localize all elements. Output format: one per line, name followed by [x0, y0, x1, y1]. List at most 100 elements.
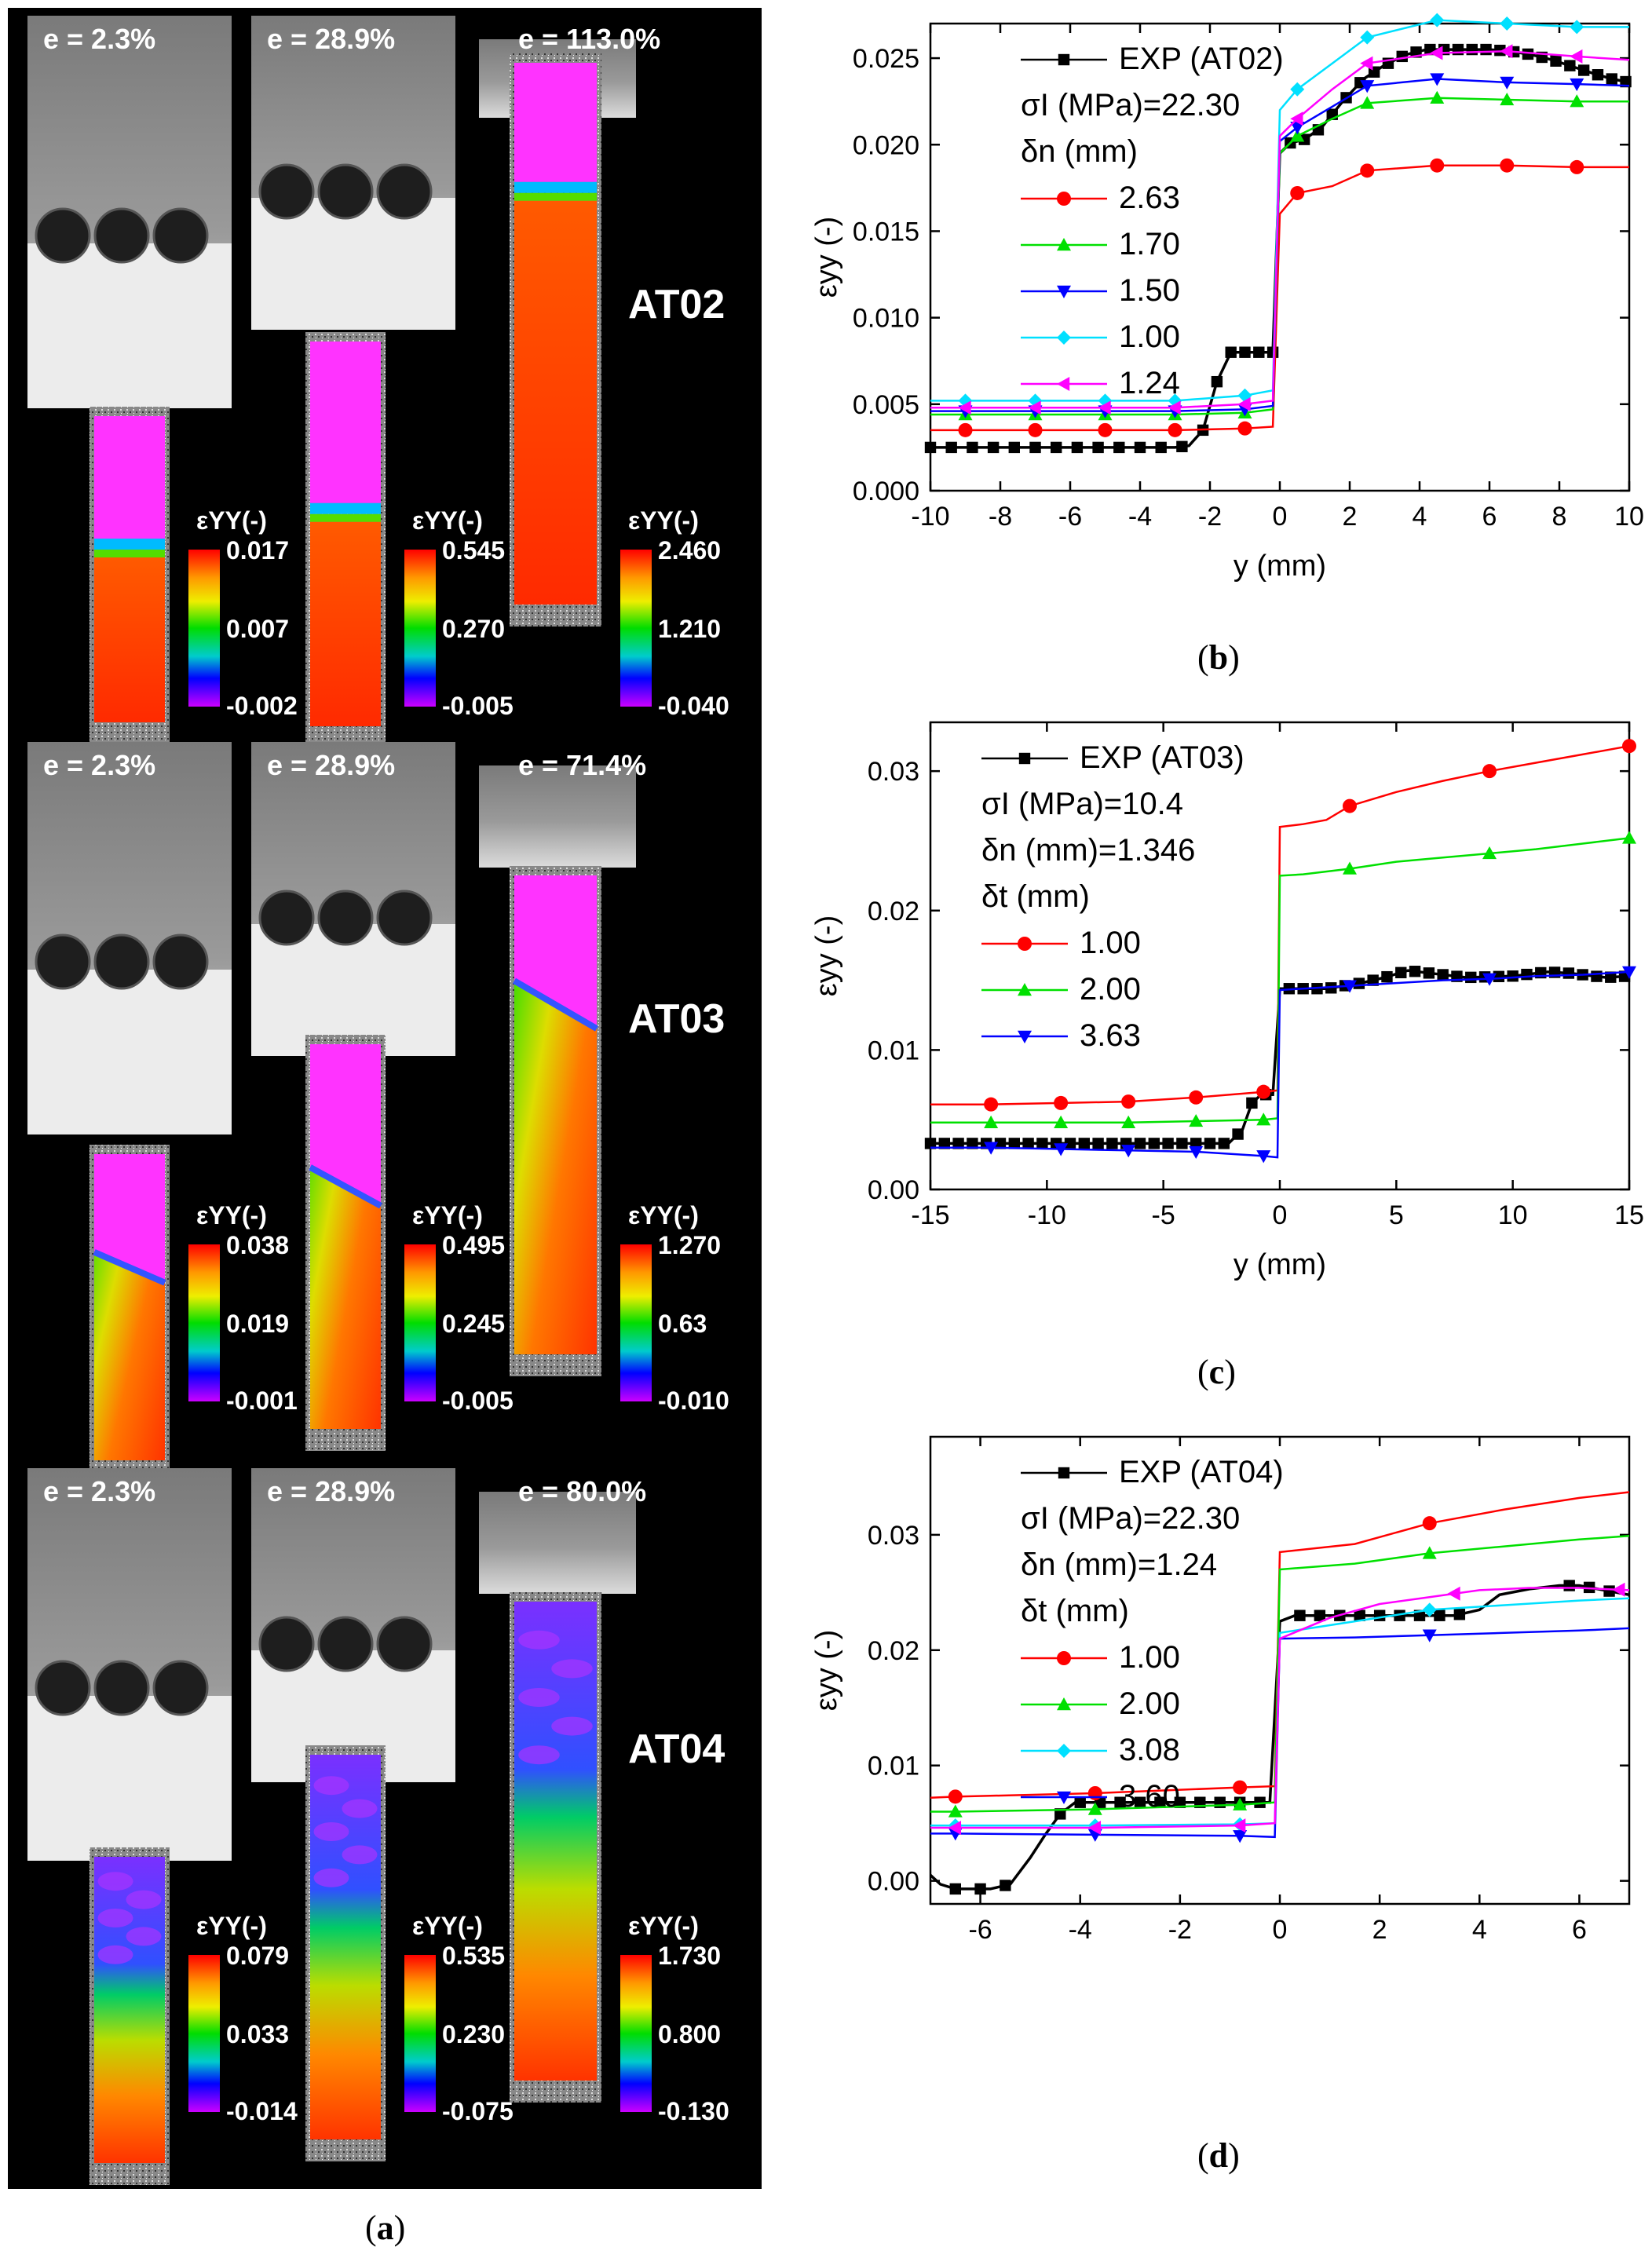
legend-marker: [1057, 1697, 1071, 1711]
data-point: [1394, 1609, 1405, 1621]
legend-marker: [1018, 937, 1032, 951]
y-tick-label: 0.02: [868, 1636, 919, 1666]
camera-light-area: [251, 198, 455, 330]
data-point: [1098, 400, 1111, 415]
colorbar-max-label: 0.535: [442, 1942, 505, 1970]
strain-low-zone: [310, 521, 381, 726]
data-point: [1434, 1609, 1446, 1621]
data-point: [1233, 1818, 1246, 1833]
y-axis-label: εyy (-): [810, 1630, 843, 1711]
colorbar-title: εYY(-): [196, 1912, 267, 1940]
data-point: [1360, 163, 1375, 178]
y-tick-label: 0.015: [853, 217, 919, 247]
dic-cell: e = 71.4% εYY(-)1.270 0.63 -0.010: [479, 749, 729, 1415]
strain-transition: [94, 550, 165, 557]
data-point: [1204, 1138, 1216, 1149]
data-point: [1246, 1097, 1258, 1109]
strain-high-zone: [94, 416, 165, 539]
data-point: [1114, 1796, 1126, 1808]
data-point: [974, 1883, 986, 1895]
data-point: [1036, 1138, 1048, 1149]
camera-light-area: [27, 243, 232, 408]
data-point: [1054, 1143, 1069, 1156]
data-point: [1087, 1785, 1102, 1800]
data-point: [1494, 44, 1506, 57]
data-point: [1233, 1830, 1248, 1843]
data-point: [1620, 75, 1632, 88]
colorbar-title: εYY(-): [196, 506, 267, 535]
grip-bolt: [152, 934, 209, 990]
strain-blotch: [126, 1890, 162, 1909]
data-point: [1570, 49, 1583, 64]
legend: EXP (AT04) σI (MPa)=22.30 δn (mm)=1.24 δt (…: [1021, 1455, 1284, 1814]
strain-high-zone: [94, 1154, 165, 1283]
data-point: [1622, 831, 1636, 844]
colorbar-max-label: 0.017: [226, 536, 289, 564]
data-point: [1453, 1609, 1466, 1620]
series-line: [930, 1597, 1630, 1827]
data-point: [1008, 1138, 1020, 1149]
strain-map: [514, 1602, 597, 2081]
data-point: [1022, 1138, 1034, 1149]
legend-marker: [1057, 331, 1071, 345]
data-point: [1237, 421, 1252, 436]
colorbar-mid-label: 0.63: [658, 1310, 707, 1338]
strain-high-zone: [310, 1044, 381, 1206]
data-point: [1422, 1602, 1437, 1617]
colorbar: [620, 1244, 652, 1401]
grip-bolt: [376, 163, 433, 220]
series-2-00: [930, 1535, 1630, 1818]
y-tick-label: 0.025: [853, 44, 919, 74]
grip-bolt: [35, 934, 91, 990]
shear-band: [512, 977, 599, 1032]
y-tick-label: 0.005: [853, 390, 919, 420]
series-1-00: [930, 13, 1629, 408]
strain-blotch: [313, 1776, 349, 1796]
series-line: [930, 837, 1630, 1124]
data-point: [952, 1138, 964, 1149]
strain-level-label: e = 28.9%: [267, 1475, 395, 1507]
data-point: [1074, 1796, 1086, 1808]
grip-bolt: [376, 1616, 433, 1672]
legend-marker: [1018, 1030, 1032, 1043]
strain-blotch: [518, 1688, 560, 1707]
series-line: [930, 1491, 1630, 1799]
camera-light-area: [251, 924, 455, 1056]
data-point: [1500, 44, 1513, 59]
series-1-00: [930, 739, 1636, 1112]
dic-cell: e = 80.0% εYY(-)1.730 0.800 -0.130: [479, 1475, 729, 2125]
colorbar-max-label: 0.038: [226, 1231, 289, 1259]
data-point: [1564, 60, 1576, 71]
data-point: [1430, 90, 1445, 104]
data-point: [1162, 1138, 1174, 1149]
legend-marker: [1057, 1791, 1071, 1804]
legend-label: 1.70: [1119, 227, 1180, 261]
data-point: [1028, 400, 1041, 415]
data-point: [1562, 967, 1575, 979]
colorbar-mid-label: 1.210: [658, 615, 721, 643]
grip-bolt: [317, 1616, 374, 1672]
legend-label: EXP (AT03): [1080, 740, 1244, 775]
legend-header: σI (MPa)=10.4: [981, 787, 1183, 821]
data-point: [1409, 966, 1421, 977]
x-tick-label: -10: [911, 502, 949, 532]
data-point: [1430, 158, 1445, 173]
series-line: [930, 970, 1630, 1159]
legend-label: EXP (AT02): [1119, 42, 1284, 76]
strain-transition: [310, 513, 381, 522]
colorbar-min-label: -0.010: [658, 1387, 729, 1415]
dic-cell: e = 28.9% εYY(-)0.535 0.230 -0.075: [251, 1468, 514, 2161]
x-tick-label: -15: [911, 1200, 949, 1230]
data-point: [1064, 1138, 1076, 1149]
data-point: [1500, 92, 1515, 106]
x-tick-label: -2: [1198, 502, 1222, 532]
data-point: [1294, 1609, 1306, 1621]
colorbar-min-label: -0.005: [442, 692, 514, 720]
strain-level-label: e = 28.9%: [267, 23, 395, 55]
legend-label: 3.08: [1119, 1733, 1180, 1767]
data-point: [1396, 50, 1408, 63]
data-point: [1233, 1780, 1248, 1795]
y-tick-label: 0.00: [868, 1867, 919, 1897]
data-point: [1563, 1580, 1575, 1591]
x-tick-label: -2: [1168, 1915, 1192, 1945]
